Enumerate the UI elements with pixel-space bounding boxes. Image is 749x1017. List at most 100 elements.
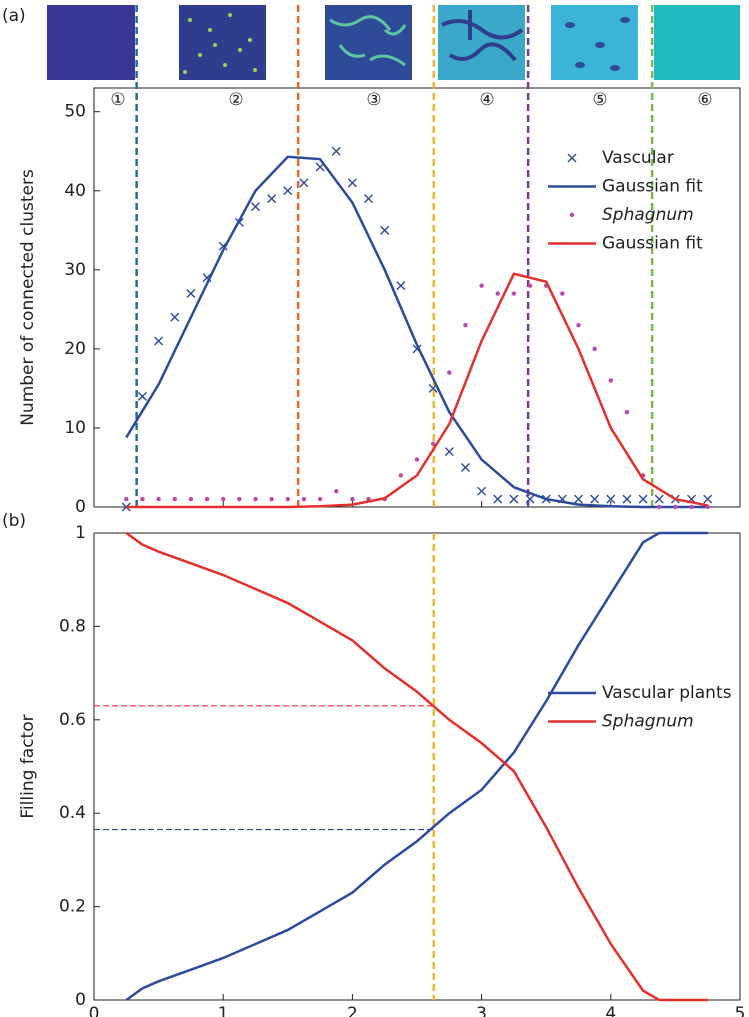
series-line — [126, 272, 708, 509]
series-line — [125, 531, 708, 1002]
thumbnail — [47, 5, 135, 80]
dot-marker — [188, 496, 194, 502]
x-marker — [364, 194, 374, 204]
x-marker — [331, 146, 341, 156]
dot-marker — [285, 496, 290, 502]
dot-marker — [447, 370, 452, 375]
legend-label: Gaussian fit — [602, 177, 703, 197]
thumbnails — [47, 5, 740, 80]
x-tick-label: 3 — [476, 1004, 487, 1017]
dot-marker — [430, 441, 436, 446]
dot-marker — [657, 504, 662, 510]
y-tick-label: 0.4 — [59, 803, 86, 823]
legend-label: Vascular plants — [602, 683, 732, 703]
dot-marker — [156, 496, 161, 502]
dot-marker — [624, 409, 630, 415]
dot-marker — [269, 496, 274, 502]
x-marker — [154, 336, 164, 346]
dot-marker — [689, 504, 694, 510]
legend-marker — [567, 153, 577, 163]
x-marker — [137, 391, 147, 401]
x-marker — [347, 178, 357, 188]
y-tick-label: 20 — [64, 339, 86, 359]
y-tick-label: 10 — [64, 418, 86, 438]
dot-marker — [253, 496, 258, 502]
y-axis-label: Number of connected clusters — [18, 169, 38, 426]
region-label: ⑥ — [697, 90, 712, 110]
dot-marker — [317, 496, 323, 502]
panel-label: (b) — [2, 511, 26, 531]
series-line — [125, 155, 708, 509]
dot-marker — [463, 322, 468, 328]
dot-marker — [221, 496, 226, 502]
x-marker — [509, 494, 519, 504]
y-tick-label: 0.2 — [59, 897, 86, 917]
x-marker — [283, 186, 293, 196]
y-tick-label: 0.8 — [59, 616, 86, 636]
stripes — [441, 10, 524, 62]
x-tick-label: 5 — [735, 1004, 746, 1017]
panel-label: (a) — [2, 6, 26, 26]
x-marker — [638, 494, 648, 504]
dot-marker — [479, 283, 484, 288]
x-marker — [444, 447, 454, 457]
legend-label: Gaussian fit — [602, 234, 703, 254]
x-marker — [267, 194, 277, 204]
thumbnail — [551, 5, 638, 80]
dot-marker — [334, 488, 339, 494]
x-marker — [703, 494, 713, 504]
dot-marker — [527, 283, 533, 288]
x-marker — [493, 494, 503, 504]
dots — [183, 13, 257, 74]
dot-marker — [673, 504, 678, 510]
x-tick-label: 2 — [347, 1004, 358, 1017]
plot-frame — [93, 532, 741, 1001]
x-marker — [590, 494, 600, 504]
y-tick-label: 40 — [64, 181, 86, 201]
x-marker — [380, 225, 390, 235]
x-marker — [525, 494, 535, 504]
dot-marker — [511, 291, 517, 296]
legend-marker — [569, 212, 575, 218]
dot-marker — [204, 496, 210, 502]
dot-marker — [495, 291, 500, 296]
x-marker — [574, 494, 583, 504]
dot-marker — [172, 496, 177, 502]
thumbnail — [438, 5, 525, 80]
x-tick-label: 4 — [605, 1004, 616, 1017]
thumbnail — [179, 5, 266, 80]
dot-marker — [414, 457, 420, 462]
y-tick-label: 0 — [75, 497, 86, 517]
x-marker — [477, 486, 487, 496]
dot-marker — [237, 496, 242, 502]
x-marker — [606, 494, 616, 504]
x-marker — [396, 281, 406, 291]
legend-label: Sphagnum — [602, 205, 694, 225]
y-tick-label: 1 — [75, 523, 86, 543]
y-tick-label: 50 — [64, 102, 86, 122]
y-axis-label: Filling factor — [18, 714, 38, 818]
spots — [565, 17, 630, 71]
x-marker — [460, 462, 470, 472]
plot-frame — [93, 87, 741, 508]
legend-label: Vascular — [602, 148, 674, 168]
region-label: ⑤ — [592, 90, 607, 110]
x-tick-label: 0 — [89, 1004, 100, 1017]
dot-marker — [140, 496, 145, 502]
x-marker — [654, 494, 664, 504]
thumbnail — [654, 5, 740, 80]
x-marker — [299, 178, 309, 188]
legend-label: Sphagnum — [602, 712, 694, 732]
y-tick-label: 0.6 — [59, 710, 86, 730]
region-label: ④ — [479, 90, 494, 110]
dot-marker — [608, 378, 613, 383]
y-tick-label: 30 — [64, 260, 86, 280]
region-label: ① — [110, 90, 125, 110]
x-tick-label: 1 — [218, 1004, 229, 1017]
x-marker — [170, 312, 180, 322]
x-marker — [622, 494, 632, 504]
dot-marker — [350, 496, 355, 502]
dot-marker — [398, 473, 404, 478]
series-line — [125, 531, 708, 1002]
